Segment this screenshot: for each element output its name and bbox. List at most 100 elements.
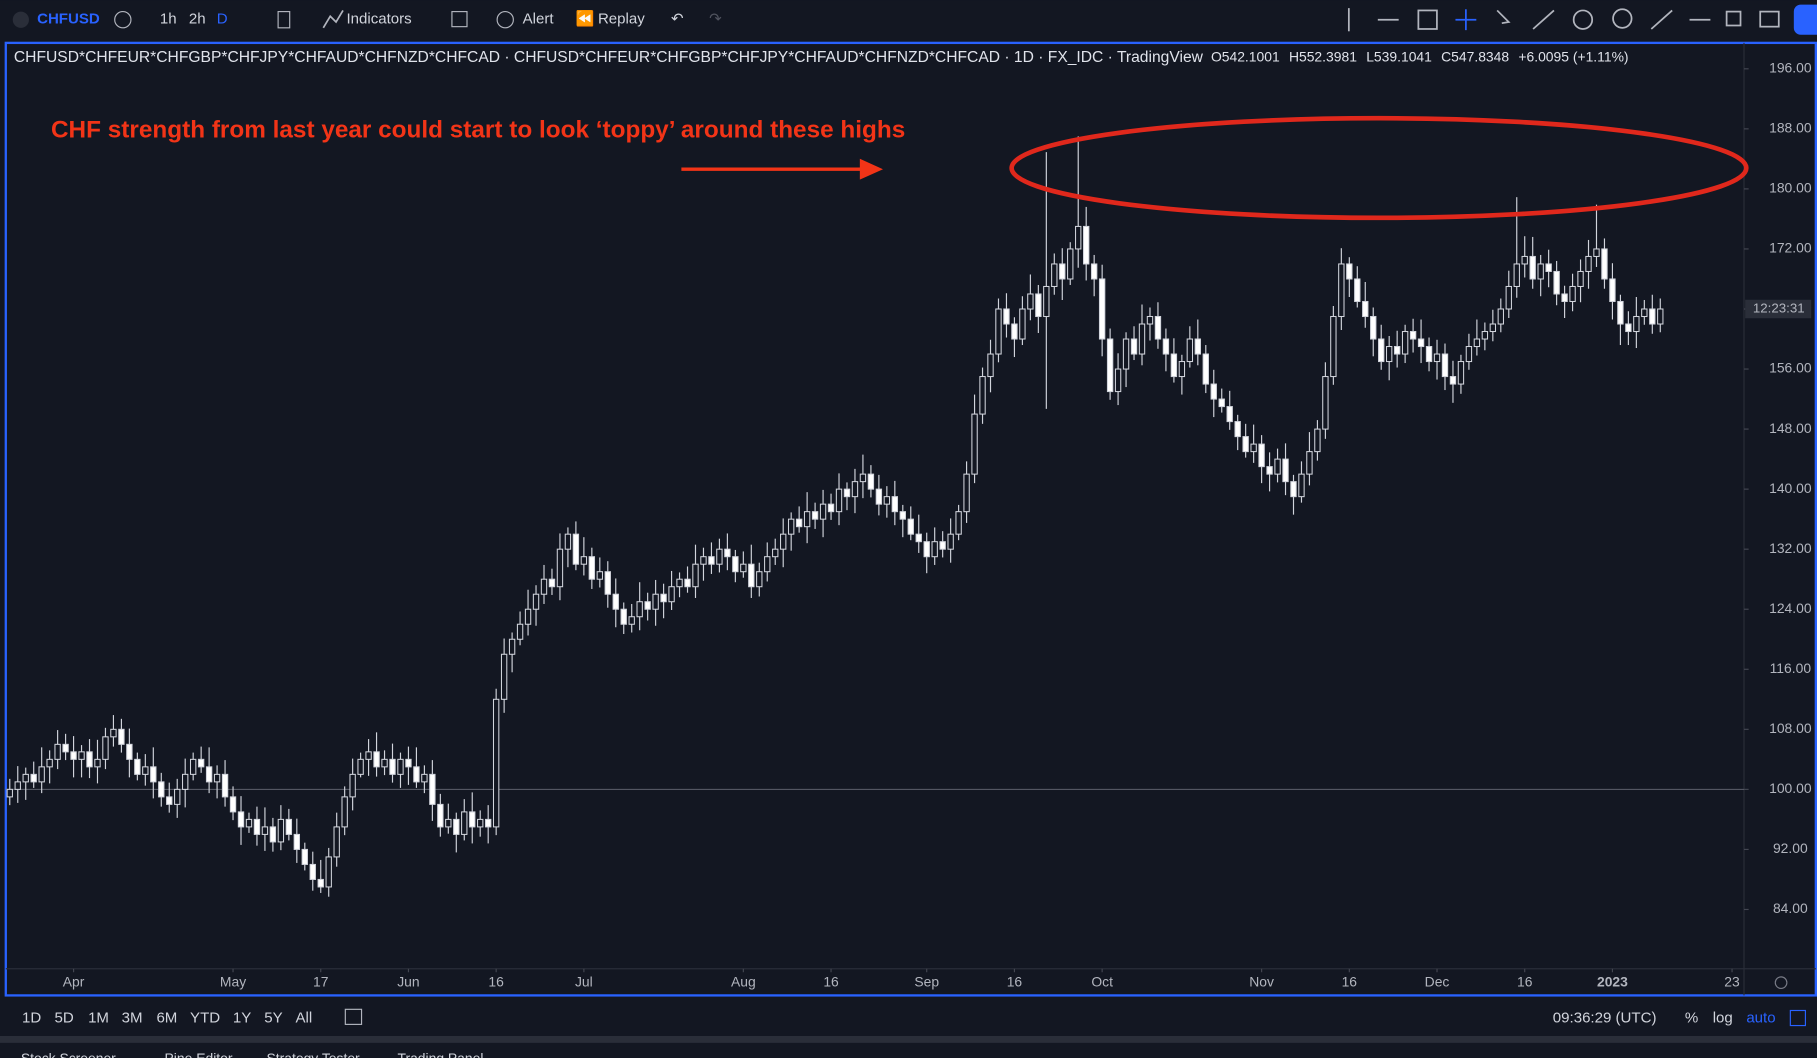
candle-body bbox=[30, 773, 37, 783]
candle-body bbox=[748, 563, 755, 588]
candle-body bbox=[142, 766, 149, 775]
candle-body bbox=[875, 488, 883, 505]
candle-body bbox=[126, 743, 133, 760]
layout-button[interactable] bbox=[451, 11, 468, 28]
interval[interactable]: 1h bbox=[160, 11, 177, 28]
scale-option[interactable]: % bbox=[1685, 1010, 1698, 1027]
candle-body bbox=[213, 773, 221, 783]
candle-body bbox=[174, 788, 181, 805]
undo-button[interactable]: ↶ bbox=[671, 11, 684, 28]
chart-type-button[interactable] bbox=[277, 11, 291, 29]
candle-body bbox=[1433, 353, 1441, 363]
range-button[interactable]: 1D bbox=[22, 1010, 41, 1027]
candle-body bbox=[811, 511, 819, 520]
candle-body bbox=[325, 856, 332, 888]
candle-body bbox=[1346, 263, 1353, 280]
candle-body bbox=[1011, 323, 1018, 340]
candle-body bbox=[1641, 308, 1648, 318]
candle-body bbox=[6, 788, 13, 798]
candle-body bbox=[923, 541, 930, 558]
candle-body bbox=[1322, 376, 1329, 430]
candle-body bbox=[851, 481, 859, 498]
candle-body bbox=[445, 818, 452, 828]
alert-button[interactable]: Alert bbox=[523, 11, 555, 28]
candle-body bbox=[293, 833, 301, 850]
y-tick-label: 116.00 bbox=[1770, 660, 1812, 676]
range-button[interactable]: YTD bbox=[190, 1010, 220, 1027]
ohlc-legend: O542.1001 H552.3981 L539.1041 C547.8348 +6.0… bbox=[1211, 49, 1629, 65]
candle-body bbox=[1513, 263, 1520, 288]
candle-body bbox=[1298, 473, 1305, 498]
candle-body bbox=[1003, 308, 1010, 325]
range-button[interactable]: 3M bbox=[122, 1010, 143, 1027]
candle-body bbox=[1378, 338, 1385, 363]
candle-body bbox=[1051, 263, 1058, 288]
bottom-toolbar: 09:36:29 (UTC) 1D 5D 1M 3M 6M YTD 1Y 5Y All% log a… bbox=[0, 976, 1817, 1058]
fit-button[interactable] bbox=[1789, 1009, 1806, 1027]
range-button[interactable]: 5Y bbox=[264, 1010, 282, 1027]
symbol[interactable]: CHFUSD bbox=[37, 11, 100, 28]
indicators-icon bbox=[322, 9, 344, 29]
candle-body bbox=[971, 413, 978, 475]
goto-date-button[interactable] bbox=[344, 1008, 363, 1025]
y-tick-label: 140.00 bbox=[1769, 480, 1812, 496]
replay-button[interactable]: Replay bbox=[598, 11, 645, 28]
candle-body bbox=[189, 758, 197, 775]
interval[interactable]: 2h bbox=[189, 11, 206, 28]
settings-button[interactable] bbox=[1774, 976, 1788, 990]
range-button[interactable]: 1M bbox=[88, 1010, 109, 1027]
candle-body bbox=[1338, 263, 1345, 318]
x-tick-label: 16 bbox=[1517, 973, 1533, 989]
candle-body bbox=[166, 796, 173, 805]
candle-body bbox=[1601, 248, 1608, 280]
candle-body bbox=[1083, 225, 1090, 265]
panel-tab[interactable]: Pine Editor bbox=[165, 1050, 233, 1058]
candle-body bbox=[556, 548, 564, 588]
candle-body bbox=[1625, 323, 1632, 333]
candle-body bbox=[915, 533, 922, 543]
candle-body bbox=[700, 556, 707, 565]
candle-body bbox=[644, 601, 651, 610]
candle-body bbox=[819, 503, 827, 520]
legend-value: +6.0095 (+1.11%) bbox=[1518, 49, 1628, 65]
range-button[interactable]: 6M bbox=[156, 1010, 177, 1027]
candle-body bbox=[987, 353, 994, 378]
range-button[interactable]: 1Y bbox=[233, 1010, 251, 1027]
candle-body bbox=[939, 541, 946, 550]
indicators-button[interactable]: Indicators bbox=[346, 11, 411, 28]
panel-tab[interactable]: Stock Screener bbox=[21, 1050, 116, 1058]
scale-option[interactable]: log bbox=[1713, 1010, 1733, 1027]
x-tick-label: 17 bbox=[313, 973, 329, 989]
panel-tab[interactable]: Strategy Tester bbox=[267, 1050, 361, 1058]
candle-body bbox=[1561, 293, 1568, 303]
candle-body bbox=[1258, 443, 1265, 468]
candle-body bbox=[1059, 263, 1066, 280]
candle-body bbox=[604, 571, 611, 595]
candle-body bbox=[1473, 338, 1481, 348]
candle-body bbox=[1210, 383, 1217, 400]
interval[interactable]: D bbox=[217, 11, 228, 28]
candle-body bbox=[349, 773, 356, 798]
candle-body bbox=[1481, 330, 1489, 340]
candle-body bbox=[676, 578, 683, 588]
candle-body bbox=[572, 533, 580, 565]
candle-body bbox=[516, 623, 524, 640]
range-button[interactable]: All bbox=[295, 1010, 312, 1027]
plot-area bbox=[5, 68, 1749, 973]
publish-button[interactable] bbox=[1793, 4, 1817, 35]
drawing-tools bbox=[1347, 8, 1780, 32]
candle-body bbox=[1529, 255, 1536, 280]
candle-body bbox=[1282, 458, 1289, 483]
candle-body bbox=[827, 503, 835, 513]
panel-tab[interactable]: Trading Panel bbox=[397, 1050, 483, 1058]
scale-option[interactable]: auto bbox=[1746, 1010, 1775, 1027]
candle-body bbox=[628, 616, 635, 625]
redo-button[interactable]: ↷ bbox=[709, 11, 722, 28]
candle-body bbox=[182, 773, 189, 790]
y-tick-label: 180.00 bbox=[1769, 180, 1812, 196]
range-button[interactable]: 5D bbox=[54, 1010, 73, 1027]
x-tick-label: Aug bbox=[731, 973, 756, 989]
compare-button[interactable] bbox=[114, 11, 132, 29]
candle-body bbox=[1609, 278, 1616, 303]
